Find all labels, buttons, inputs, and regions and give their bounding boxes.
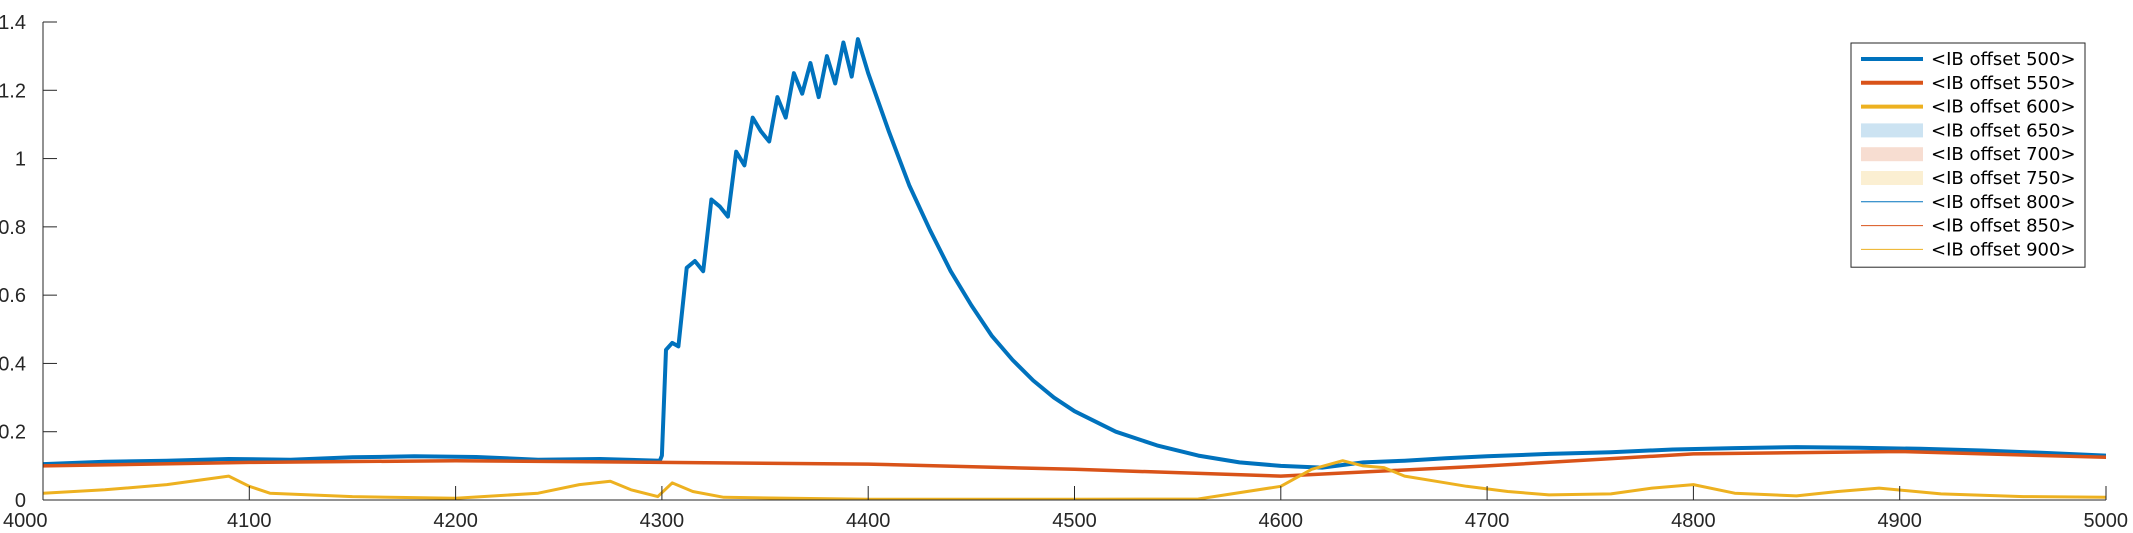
y-tick-label: 0 — [15, 490, 26, 512]
y-tick-label: 0.8 — [0, 217, 26, 239]
legend-label: <IB offset 850> — [1931, 216, 2076, 237]
y-tick-label: 1 — [15, 149, 26, 171]
x-tick-label: 4700 — [1465, 510, 1510, 532]
x-tick-label: 5000 — [2084, 510, 2129, 532]
y-tick-label: 0.6 — [0, 285, 26, 307]
y-tick-label: 1.4 — [0, 12, 26, 34]
legend-label: <IB offset 700> — [1931, 144, 2076, 165]
x-tick-label: 4100 — [227, 510, 272, 532]
x-tick-label: 4900 — [1877, 510, 1922, 532]
x-tick-label: 4000 — [3, 510, 48, 532]
series-line-1 — [43, 37, 2106, 470]
x-tick-label: 4300 — [640, 510, 685, 532]
legend-box — [1850, 42, 2086, 268]
legend-label: <IB offset 750> — [1931, 168, 2076, 189]
legend-swatch — [1861, 147, 1923, 162]
legend-label: <IB offset 600> — [1931, 97, 2076, 118]
axes: 4000 4100 4200 4300 4400 4500 4600 4700 4800 4900… — [0, 12, 2128, 532]
x-tick-label: 4500 — [1052, 510, 1097, 532]
legend-swatch — [1861, 171, 1923, 185]
x-tick-label: 4400 — [846, 510, 891, 532]
y-tick-label: 0.2 — [0, 422, 26, 444]
x-tick-label: 4600 — [1259, 510, 1304, 532]
legend-swatch — [1861, 123, 1923, 138]
legend: <IB offset 500> <IB offset 550> <IB offset… — [1850, 42, 2086, 268]
series-line-2 — [43, 449, 2106, 478]
legend-label: <IB offset 550> — [1931, 73, 2076, 94]
y-tick-label: 0.4 — [0, 353, 26, 375]
legend-label: <IB offset 800> — [1931, 192, 2076, 213]
x-tick-label: 4800 — [1671, 510, 1716, 532]
legend-label: <IB offset 500> — [1931, 49, 2076, 70]
y-tick-label: 1.2 — [0, 80, 26, 102]
legend-label: <IB offset 650> — [1931, 120, 2076, 141]
series-layer — [43, 37, 2106, 500]
x-tick-label: 4200 — [433, 510, 478, 532]
legend-label: <IB offset 900> — [1931, 239, 2076, 260]
